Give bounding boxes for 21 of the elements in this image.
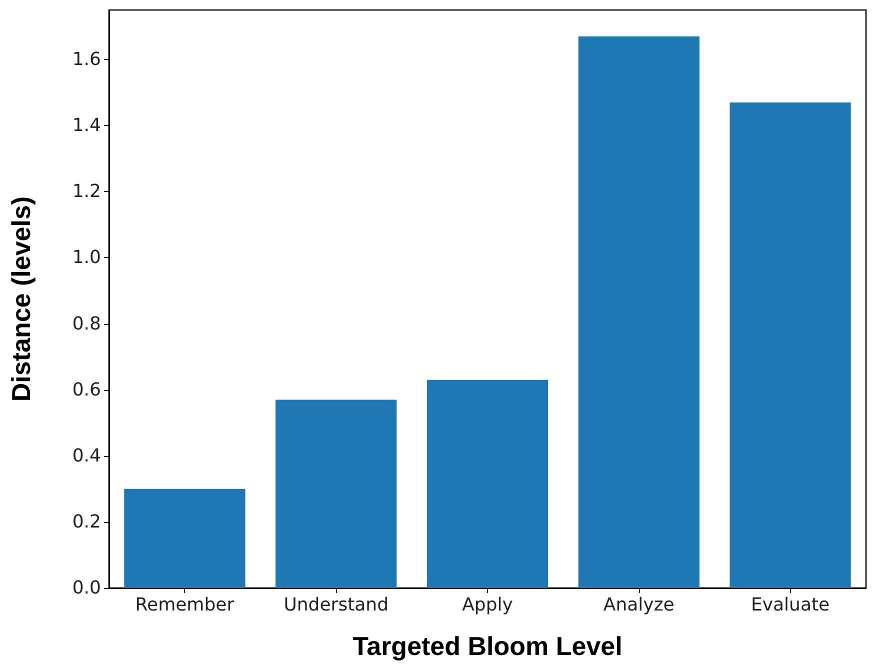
x-tick-label: Understand	[284, 594, 388, 616]
x-tick-label: Analyze	[603, 594, 674, 616]
x-tick-label: Evaluate	[750, 594, 830, 616]
y-tick-label: 0.4	[72, 445, 101, 466]
bar	[578, 36, 700, 588]
bar	[124, 488, 246, 588]
y-tick-label: 0.8	[72, 313, 101, 334]
y-tick-label: 0.0	[72, 578, 101, 598]
bar	[730, 102, 851, 588]
y-tick-label: 1.6	[72, 49, 101, 70]
y-tick-label: 0.6	[72, 379, 101, 400]
x-tick-label: Remember	[135, 594, 235, 616]
y-tick-label: 1.4	[72, 115, 101, 136]
bar	[426, 380, 548, 588]
x-axis-title: Targeted Bloom Level	[352, 631, 622, 661]
y-axis-title: Distance (levels)	[6, 196, 36, 402]
bar	[276, 400, 397, 588]
y-tick-label: 1.0	[72, 247, 101, 268]
x-tick-label: Apply	[462, 594, 514, 616]
y-tick-label: 0.2	[72, 511, 101, 532]
y-tick-label: 1.2	[72, 181, 101, 202]
